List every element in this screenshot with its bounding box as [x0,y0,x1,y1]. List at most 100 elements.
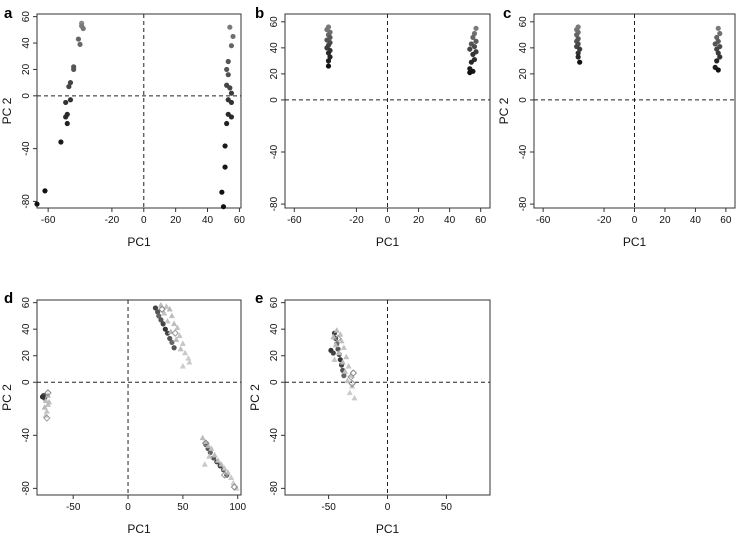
data-point [325,63,332,69]
y-tick-label: 40 [518,42,529,54]
data-point [330,333,337,340]
x-tick-label: -50 [66,502,81,513]
y-tick-label: -40 [269,428,280,443]
x-tick-label: -60 [287,215,302,226]
panel-label: e [255,290,263,307]
data-point [712,41,718,47]
data-point [179,340,186,346]
data-point [43,414,51,422]
data-point [342,368,349,374]
y-tick-label: 40 [269,42,280,54]
data-point [225,58,231,65]
panel-label: d [4,290,13,307]
data-point [169,339,175,346]
data-point [715,25,721,31]
y-tick-label: -40 [21,428,32,443]
data-point [346,389,353,396]
data-point [179,362,186,369]
data-point [80,25,86,32]
data-point [224,66,230,73]
data-point [34,201,40,207]
data-point [228,114,235,120]
y-tick-label: 0 [269,379,280,385]
plot-frame [36,299,242,496]
data-point [41,404,48,410]
x-tick-label: 60 [720,215,732,226]
data-point [351,394,358,401]
data-point [39,394,46,400]
x-tick-label: 50 [441,502,453,513]
x-tick-label: 0 [125,502,131,513]
data-point [63,114,69,120]
y-tick-label: -40 [518,144,529,159]
data-point [327,54,333,60]
data-point [325,58,332,64]
data-point [332,341,339,348]
y-axis-label: PC 2 [0,97,14,124]
data-point [714,46,720,52]
x-tick-label: 20 [170,215,182,226]
x-tick-label: 0 [385,502,391,513]
panel-label: c [503,5,511,22]
series-outlined-samples [334,334,358,388]
data-point [168,312,175,319]
data-point [344,377,351,384]
series-outlined-samples [43,305,239,491]
data-point [230,483,239,491]
data-point [171,320,178,327]
x-tick-label: -20 [597,215,612,226]
data-point [66,83,72,90]
data-point [715,50,721,56]
data-point [64,120,70,127]
data-point [225,72,231,78]
series-samples [324,24,479,76]
data-point [67,97,74,103]
data-point [211,451,218,458]
y-tick-label: -80 [21,194,32,209]
data-point [227,85,233,91]
data-point [58,139,64,145]
data-point [152,305,159,311]
y-axis-label: PC 2 [0,384,14,411]
y-tick-label: 20 [518,68,529,80]
data-point [325,50,332,56]
data-point [222,143,228,149]
data-point [347,373,355,381]
x-tick-label: 100 [229,502,246,513]
data-point [44,389,52,397]
data-point [577,46,583,52]
data-point [158,317,164,323]
data-point [336,349,343,356]
panel-a: a -60 -20 0 20 40 60 -80 -40 0 20 40 60 PC1 PC 2 [0,5,245,249]
y-tick-label: 20 [21,350,32,362]
x-tick-label: -20 [349,215,364,226]
data-point [160,321,166,327]
x-tick-label: -60 [536,215,551,226]
x-tick-label: 0 [632,215,638,226]
y-tick-label: 20 [21,63,32,75]
x-tick-label: 0 [141,215,147,226]
data-point [339,358,346,365]
data-point [163,303,170,309]
data-point [338,337,345,344]
data-point [199,434,206,441]
data-point [201,461,208,467]
data-point [470,34,476,41]
data-point [228,474,235,480]
data-point [337,331,344,337]
data-point [467,46,473,52]
x-axis-label: PC1 [376,522,400,536]
data-point [202,439,210,447]
data-point [42,188,48,194]
data-point [43,408,50,414]
data-point [230,33,236,40]
data-point [577,59,583,65]
panel-b: b -60 -20 0 20 40 60 -80 -40 0 20 40 60 PC1 [255,5,491,249]
x-tick-label: 20 [413,215,425,226]
data-point [171,329,179,337]
data-point [574,32,580,38]
data-point [348,379,356,388]
data-point [42,397,49,404]
data-point [224,469,231,475]
data-point [176,332,183,339]
